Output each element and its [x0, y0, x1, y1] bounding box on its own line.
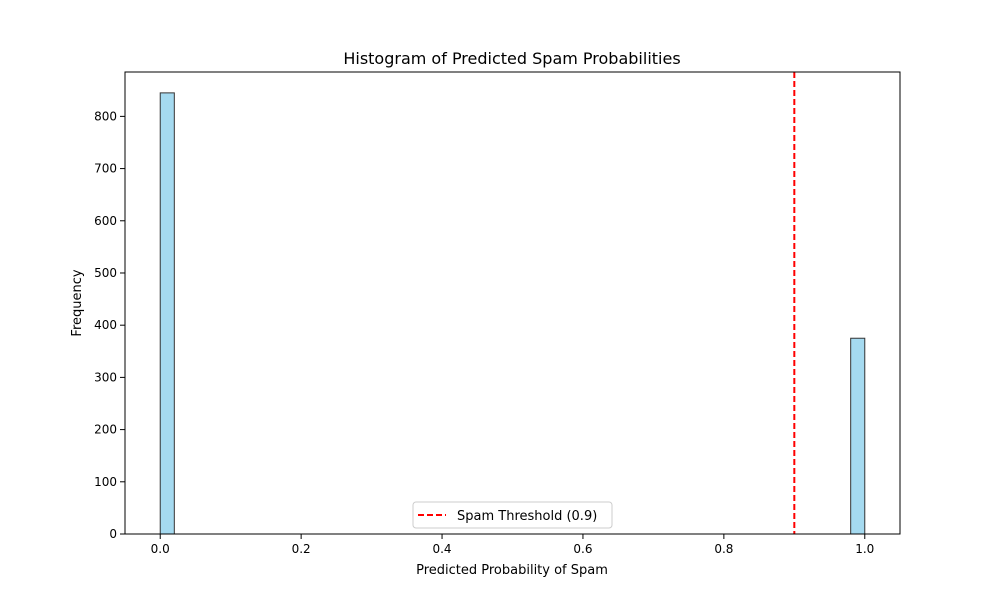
x-tick-label: 0.2	[292, 542, 311, 556]
y-axis-ticks: 0 100 200 300 400 500 600 700 800	[94, 109, 125, 541]
plot-frame	[124, 71, 901, 535]
legend: Spam Threshold (0.9)	[412, 501, 613, 529]
x-tick-label: 0.4	[432, 542, 451, 556]
legend-threshold-label: Spam Threshold (0.9)	[457, 509, 597, 524]
x-axis-label: Predicted Probability of Spam	[416, 563, 608, 578]
x-tick-label: 0.8	[714, 542, 733, 556]
y-tick-label: 800	[94, 109, 117, 123]
histogram-bar-1	[850, 337, 866, 535]
y-tick-label: 200	[94, 423, 117, 437]
y-tick-label: 500	[94, 266, 117, 280]
y-tick-label: 700	[94, 162, 117, 176]
y-tick-label: 400	[94, 318, 117, 332]
bars-group	[159, 92, 866, 535]
y-tick-label: 300	[94, 370, 117, 384]
chart-title: Histogram of Predicted Spam Probabilitie…	[343, 49, 680, 68]
y-tick-label: 100	[94, 475, 117, 489]
x-tick-label: 0.6	[573, 542, 592, 556]
y-tick-label: 600	[94, 214, 117, 228]
x-tick-label: 1.0	[855, 542, 874, 556]
histogram-bar-0	[159, 92, 175, 535]
x-axis-ticks: 0.0 0.2 0.4 0.6 0.8 1.0	[151, 534, 874, 556]
y-axis-label: Frequency	[70, 269, 85, 336]
y-tick-label: 0	[109, 527, 117, 541]
legend-box	[412, 501, 613, 529]
x-tick-label: 0.0	[151, 542, 170, 556]
